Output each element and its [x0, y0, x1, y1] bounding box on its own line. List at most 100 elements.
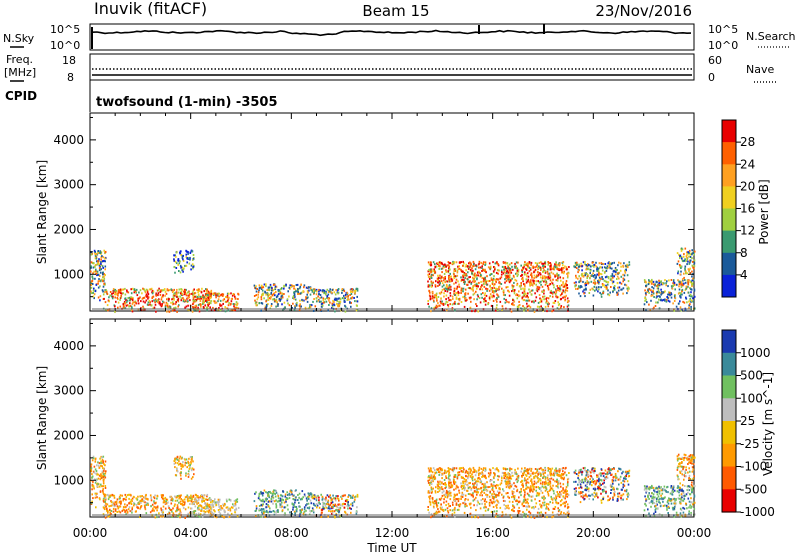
- echo-cell: [315, 499, 318, 502]
- echo-cell: [92, 289, 95, 292]
- echo-cell: [457, 294, 460, 297]
- echo-cell: [550, 289, 552, 292]
- echo-cell: [182, 461, 184, 464]
- echo-cell: [464, 297, 467, 299]
- echo-cell: [262, 292, 265, 295]
- echo-cell: [103, 467, 105, 470]
- echo-cell: [547, 483, 549, 486]
- echo-cell: [536, 469, 538, 472]
- echo-cell: [552, 278, 554, 281]
- echo-cell: [488, 475, 490, 478]
- echo-cell: [267, 292, 269, 295]
- echo-cell: [275, 489, 277, 492]
- echo-cell: [154, 301, 156, 304]
- echo-cell: [235, 508, 238, 511]
- echo-cell: [203, 296, 205, 299]
- echo-cell: [272, 510, 275, 512]
- echo-cell: [656, 281, 658, 284]
- echo-cell: [516, 275, 519, 278]
- echo-cell: [482, 261, 485, 264]
- echo-cell: [481, 277, 484, 280]
- echo-cell: [597, 281, 599, 284]
- echo-cell: [529, 282, 531, 285]
- echo-cell: [514, 262, 516, 265]
- echo-cell: [215, 516, 218, 519]
- echo-cell: [256, 288, 258, 290]
- echo-cell: [356, 493, 359, 496]
- echo-cell: [610, 277, 612, 280]
- echo-cell: [533, 301, 535, 304]
- echo-cell: [272, 289, 274, 292]
- echo-cell: [293, 297, 295, 300]
- echo-cell: [433, 512, 435, 515]
- echo-cell: [538, 486, 540, 489]
- echo-cell: [526, 275, 528, 278]
- echo-cell: [278, 298, 281, 300]
- echo-cell: [473, 468, 475, 471]
- echo-cell: [684, 258, 686, 261]
- echo-cell: [544, 280, 547, 282]
- echo-cell: [188, 464, 190, 467]
- echo-cell: [551, 501, 554, 504]
- echo-cell: [197, 293, 200, 296]
- echo-cell: [579, 277, 582, 280]
- echo-cell: [501, 305, 504, 308]
- echo-cell: [192, 468, 195, 471]
- echo-cell: [623, 262, 625, 265]
- echo-cell: [253, 284, 256, 287]
- echo-cell: [686, 254, 688, 257]
- echo-cell: [345, 498, 348, 501]
- echo-cell: [256, 298, 259, 301]
- echo-cell: [484, 276, 486, 279]
- echo-cell: [556, 485, 559, 488]
- echo-cell: [431, 297, 434, 300]
- echo-cell: [512, 268, 514, 271]
- echo-cell: [136, 498, 139, 501]
- echo-cell: [226, 500, 228, 503]
- echo-cell: [293, 285, 295, 288]
- echo-cell: [337, 497, 340, 500]
- echo-cell: [104, 251, 107, 254]
- echo-cell: [308, 286, 310, 289]
- echo-cell: [680, 292, 682, 295]
- echo-cell: [356, 510, 358, 513]
- echo-cell: [512, 274, 515, 277]
- echo-cell: [544, 511, 547, 514]
- echo-cell: [189, 464, 191, 466]
- echo-cell: [328, 299, 330, 302]
- echo-cell: [594, 289, 596, 292]
- echo-cell: [165, 498, 168, 501]
- echo-cell: [197, 505, 200, 508]
- echo-cell: [625, 264, 627, 267]
- echo-cell: [344, 503, 346, 506]
- echo-cell: [180, 467, 183, 470]
- echo-cell: [103, 249, 105, 252]
- echo-cell: [103, 508, 106, 511]
- echo-cell: [456, 270, 459, 273]
- echo-cell: [294, 512, 296, 515]
- echo-cell: [254, 492, 256, 495]
- echo-cell: [169, 495, 171, 498]
- echo-cell: [261, 504, 264, 507]
- echo-cell: [553, 266, 555, 269]
- echo-cell: [129, 299, 131, 302]
- echo-cell: [179, 474, 182, 477]
- echo-cell: [186, 494, 189, 497]
- echo-cell: [458, 285, 461, 288]
- echo-cell: [281, 495, 284, 498]
- echo-cell: [490, 278, 493, 281]
- echo-cell: [160, 296, 163, 299]
- echo-cell: [218, 307, 220, 309]
- echo-cell: [528, 494, 530, 497]
- echo-cell: [691, 295, 693, 298]
- echo-cell: [129, 304, 132, 307]
- echo-cell: [171, 499, 174, 502]
- echo-cell: [441, 267, 444, 270]
- echo-cell: [280, 295, 283, 298]
- echo-cell: [441, 263, 444, 266]
- echo-cell: [660, 288, 662, 291]
- echo-cell: [589, 269, 592, 272]
- echo-cell: [301, 490, 304, 493]
- echo-cell: [97, 483, 99, 486]
- echo-cell: [176, 508, 178, 511]
